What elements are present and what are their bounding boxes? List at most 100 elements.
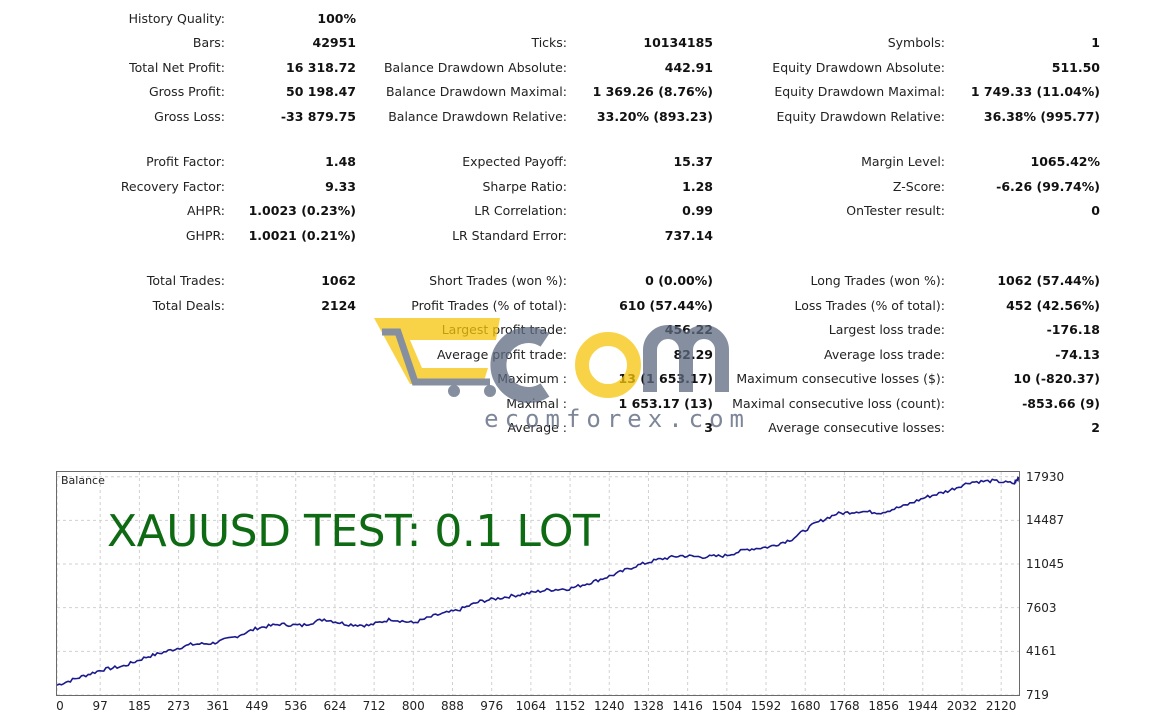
profit-trades-label: Profit Trades (% of total): [411,298,567,313]
ontester-label: OnTester result: [846,203,945,218]
maximal-consec-loss-value: -853.66 (9) [1022,396,1100,411]
gross-loss-value: -33 879.75 [280,109,356,124]
long-trades-value: 1062 (57.44%) [997,273,1100,288]
equity-dd-max-label: Equity Drawdown Maximal: [774,84,945,99]
x-tick-label: 273 [167,699,191,713]
loss-trades-label: Loss Trades (% of total): [794,298,945,313]
gross-profit-label: Gross Profit: [148,84,225,99]
gross-profit-value: 50 198.47 [286,84,356,99]
recovery-factor-value: 9.33 [325,179,356,194]
ahpr-value: 1.0023 (0.23%) [248,203,356,218]
history-quality-value: 100% [317,11,356,26]
x-tick-label: 361 [206,699,230,713]
maximum-label: Maximum : [497,371,567,386]
max-consec-losses-label: Maximum consecutive losses ($): [736,371,945,386]
largest-profit-label: Largest profit trade: [441,322,567,337]
x-tick-label: 624 [323,699,347,713]
profit-trades-value: 610 (57.44%) [619,298,713,313]
avg-loss-value: -74.13 [1055,347,1100,362]
balance-dd-rel-label: Balance Drawdown Relative: [388,109,567,124]
total-trades-label: Total Trades: [146,273,225,288]
x-tick-label: 800 [401,699,425,713]
equity-dd-rel-value: 36.38% (995.77) [983,109,1100,124]
y-tick-label: 719 [1026,688,1049,702]
balance-series-line [57,475,1019,686]
avg-loss-label: Average loss trade: [824,347,945,362]
sharpe-ratio-value: 1.28 [682,179,713,194]
recovery-factor-label: Recovery Factor: [120,179,225,194]
maximal-consec-loss-label: Maximal consecutive loss (count): [732,396,945,411]
ghpr-label: GHPR: [185,228,225,243]
ecomforex-watermark-logo: ecomforex.com [374,318,744,433]
largest-profit-value: 456.22 [664,322,713,337]
balance-dd-max-value: 1 369.26 (8.76%) [592,84,713,99]
balance-dd-abs-label: Balance Drawdown Absolute: [383,60,567,75]
x-tick-label: 1152 [554,699,586,713]
x-tick-label: 1768 [829,699,860,713]
profit-factor-label: Profit Factor: [146,154,225,169]
total-deals-value: 2124 [321,298,356,313]
lr-correlation-value: 0.99 [682,203,713,218]
avg-consec-losses-label: Average consecutive losses: [768,420,945,435]
x-tick-label: 2032 [946,699,978,713]
balance-chart-plot [57,472,1019,695]
y-tick-label: 7603 [1026,600,1057,615]
largest-loss-value: -176.18 [1046,322,1100,337]
lr-correlation-label: LR Correlation: [474,203,567,218]
maximum-value: 13 (1 653.17) [618,371,713,386]
z-score-value: -6.26 (99.74%) [996,179,1100,194]
ticks-label: Ticks: [531,35,567,50]
total-net-profit-value: 16 318.72 [286,60,356,75]
total-net-profit-label: Total Net Profit: [129,60,225,75]
x-tick-label: 1680 [789,699,821,713]
bars-label: Bars: [192,35,225,50]
short-trades-value: 0 (0.00%) [645,273,713,288]
bars-value: 42951 [312,35,357,50]
maximal-value: 1 653.17 (13) [618,396,713,411]
avg-consec-losses-value: 2 [1091,420,1100,435]
balance-dd-abs-value: 442.91 [664,60,713,75]
x-tick-label: 0 [56,699,64,713]
short-trades-label: Short Trades (won %): [429,273,567,288]
x-tick-label: 449 [245,699,269,713]
avg-profit-label: Average profit trade: [436,347,567,362]
x-tick-label: 712 [362,699,386,713]
margin-level-label: Margin Level: [861,154,945,169]
loss-trades-value: 452 (42.56%) [1006,298,1100,313]
x-tick-label: 1064 [515,699,547,713]
margin-level-value: 1065.42% [1030,154,1100,169]
x-tick-label: 1944 [907,699,939,713]
x-tick-label: 1856 [868,699,899,713]
expected-payoff-label: Expected Payoff: [462,154,567,169]
max-consec-losses-value: 10 (-820.37) [1013,371,1100,386]
total-trades-value: 1062 [321,273,356,288]
symbols-label: Symbols: [887,35,945,50]
equity-dd-abs-label: Equity Drawdown Absolute: [772,60,945,75]
sharpe-ratio-label: Sharpe Ratio: [482,179,567,194]
x-tick-label: 185 [127,699,151,713]
ontester-value: 0 [1091,203,1100,218]
ghpr-value: 1.0021 (0.21%) [248,228,356,243]
ticks-value: 10134185 [643,35,713,50]
x-tick-label: 888 [441,699,464,713]
x-tick-label: 1504 [711,699,743,713]
y-tick-label: 17930 [1026,469,1065,484]
x-tick-label: 1328 [633,699,664,713]
x-tick-label: 97 [92,699,108,713]
x-tick-label: 2120 [985,699,1017,713]
equity-dd-abs-value: 511.50 [1051,60,1100,75]
y-tick-label: 14487 [1026,513,1065,528]
chart-overlay-title: XAUUSD TEST: 0.1 LOT [107,506,600,557]
equity-dd-rel-label: Equity Drawdown Relative: [776,109,945,124]
largest-loss-label: Largest loss trade: [828,322,945,337]
lr-std-error-value: 737.14 [664,228,713,243]
x-tick-label: 1592 [750,699,782,713]
symbols-value: 1 [1091,35,1100,50]
history-quality-label: History Quality: [128,11,225,26]
balance-chart: Balance XAUUSD TEST: 0.1 LOT [56,471,1020,696]
y-tick-label: 11045 [1026,557,1065,572]
average-value: 3 [704,420,713,435]
balance-dd-rel-value: 33.20% (893.23) [596,109,713,124]
gross-loss-label: Gross Loss: [154,109,225,124]
ahpr-label: AHPR: [186,203,225,218]
